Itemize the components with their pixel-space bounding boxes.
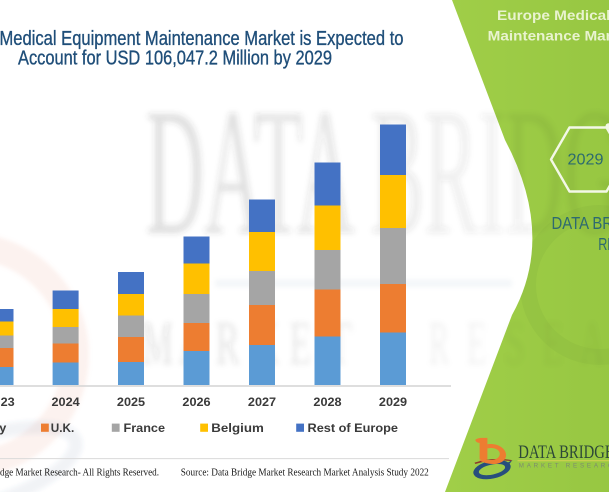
svg-text:dge Market Research- All Right: dge Market Research- All Rights Reserved… bbox=[0, 467, 159, 479]
svg-text:2029: 2029 bbox=[568, 151, 604, 168]
svg-text:2029: 2029 bbox=[379, 395, 407, 409]
svg-text:MARKET RESEARCH: MARKET RESEARCH bbox=[519, 463, 609, 470]
svg-text:Rest of Europe: Rest of Europe bbox=[308, 423, 399, 435]
svg-text:Source: Data Bridge Market Res: Source: Data Bridge Market Research Mark… bbox=[181, 467, 429, 479]
svg-text:2028: 2028 bbox=[313, 395, 341, 409]
svg-text:Medical Equipment Maintenance: Medical Equipment Maintenance Market is … bbox=[0, 28, 404, 50]
svg-text:2027: 2027 bbox=[248, 395, 276, 409]
svg-text:U.K.: U.K. bbox=[51, 423, 75, 435]
svg-text:Europe Medical Equipment: Europe Medical Equipment bbox=[497, 8, 609, 23]
svg-text:2023: 2023 bbox=[0, 395, 15, 409]
svg-text:Maintenance Market: Maintenance Market bbox=[488, 28, 609, 43]
svg-text:France: France bbox=[124, 423, 166, 435]
svg-text:RESEARCH: RESEARCH bbox=[598, 234, 609, 254]
svg-text:Germany: Germany bbox=[0, 423, 7, 435]
svg-text:DATA BRIDGE: DATA BRIDGE bbox=[518, 442, 609, 463]
svg-text:2024: 2024 bbox=[52, 395, 80, 409]
svg-text:2026: 2026 bbox=[182, 395, 210, 409]
svg-text:2025: 2025 bbox=[117, 395, 145, 409]
svg-text:DATA BRIDGE: DATA BRIDGE bbox=[552, 213, 609, 233]
svg-text:Belgium: Belgium bbox=[211, 423, 263, 435]
svg-text:Account for USD 106,047.2 Mill: Account for USD 106,047.2 Million by 202… bbox=[18, 47, 332, 69]
